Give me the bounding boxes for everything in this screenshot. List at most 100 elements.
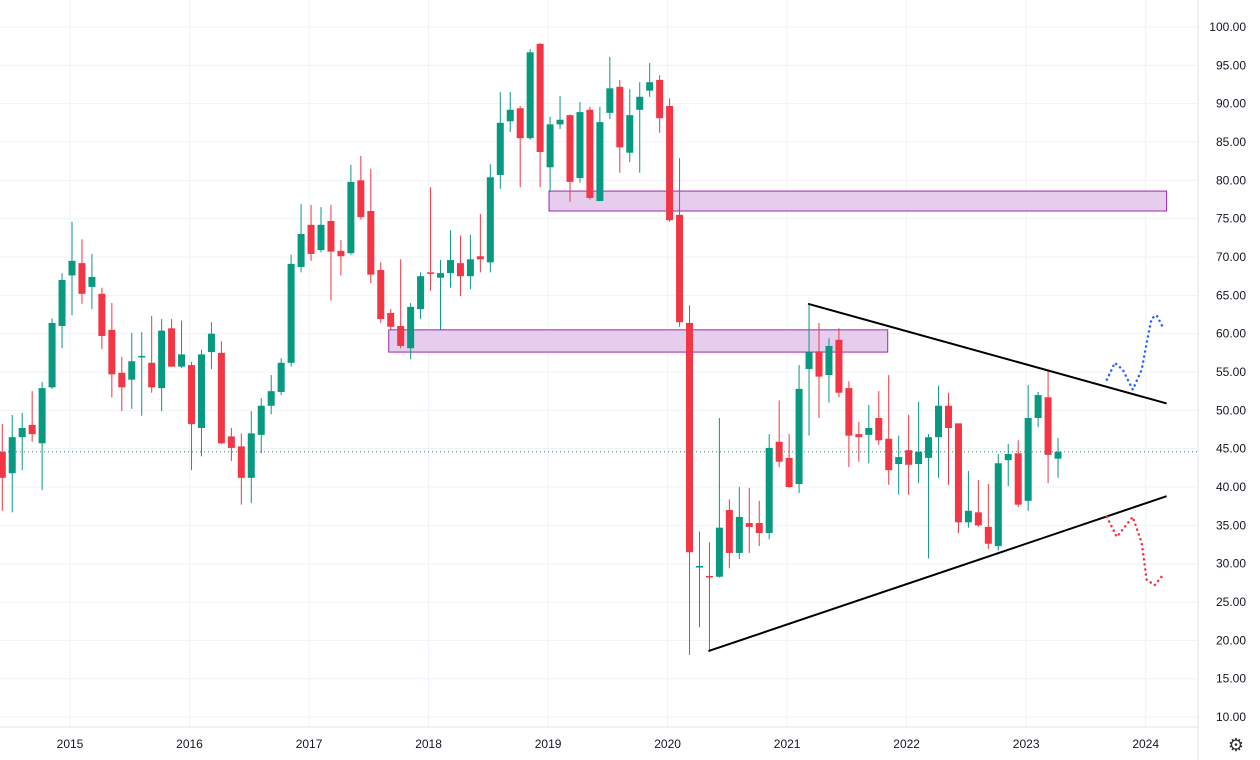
candle-body: [725, 510, 733, 553]
candle: [158, 319, 166, 412]
candle-body: [586, 109, 594, 198]
candle-body: [158, 330, 166, 389]
x-tick-label: 2020: [654, 737, 681, 751]
candle: [257, 398, 265, 454]
candle-body: [227, 436, 235, 448]
candle: [397, 259, 405, 349]
candle-body: [148, 362, 156, 388]
candle-body: [566, 115, 574, 182]
candle: [964, 470, 972, 528]
x-tick-label: 2015: [57, 737, 84, 751]
descending-resistance: [807, 302, 1167, 405]
y-tick-label: 55.00: [1216, 365, 1246, 379]
candle-body: [895, 457, 903, 465]
candle: [138, 332, 146, 416]
y-tick-label: 15.00: [1216, 672, 1246, 686]
candles: [0, 43, 1062, 655]
candle-body: [964, 510, 972, 523]
candle: [128, 332, 136, 409]
candle: [785, 434, 793, 488]
candle-body: [427, 272, 435, 274]
upper-supply-zone: [548, 190, 1168, 212]
candle-body: [994, 463, 1002, 547]
candle: [88, 253, 96, 310]
candle-body: [466, 259, 474, 277]
candle: [725, 499, 733, 569]
candle-body: [1054, 451, 1062, 459]
candle-body: [954, 423, 962, 523]
candle-body: [1024, 418, 1032, 501]
candle-body: [1034, 395, 1042, 419]
candle: [715, 418, 723, 578]
candle-body: [387, 312, 395, 327]
candle-body: [197, 354, 205, 428]
candle: [327, 204, 335, 301]
candle-body: [835, 339, 843, 393]
candle-body: [1014, 453, 1022, 505]
candle-body: [98, 293, 106, 336]
candle-body: [855, 434, 863, 438]
candle-body: [108, 329, 116, 375]
y-tick-label: 10.00: [1216, 710, 1246, 724]
candle: [576, 102, 584, 183]
candle-body: [28, 424, 36, 435]
candle: [845, 381, 853, 468]
candle: [626, 89, 634, 162]
candle-body: [446, 260, 454, 274]
candle-body: [456, 263, 464, 277]
candle: [646, 63, 654, 97]
y-tick-label: 100.00: [1209, 20, 1246, 34]
candle-body: [317, 224, 325, 251]
candle-body: [377, 270, 385, 320]
candle: [1014, 440, 1022, 507]
candle-body: [925, 437, 933, 458]
candle-body: [626, 115, 634, 153]
price-axis[interactable]: 100.00 95.00 90.00 85.00 80.00 75.00 70.00 65.0…: [1209, 20, 1246, 724]
gear-icon[interactable]: ⚙: [1227, 735, 1245, 755]
candle-body: [765, 447, 773, 534]
candle: [0, 424, 6, 511]
candle: [556, 96, 564, 129]
time-axis[interactable]: 2015 2016 2017 2018 2019 2020 2021 2022 2023 2024: [57, 737, 1160, 751]
x-tick-label: 2023: [1013, 737, 1040, 751]
candle: [825, 338, 833, 403]
candle: [18, 412, 26, 471]
y-tick-label: 75.00: [1216, 212, 1246, 226]
candle: [516, 105, 524, 188]
x-tick-label: 2017: [296, 737, 323, 751]
candle: [8, 414, 16, 513]
x-tick-label: 2024: [1132, 737, 1159, 751]
candle: [78, 239, 86, 304]
candle: [935, 385, 943, 478]
middle-zone: [388, 329, 889, 353]
ascending-support: [708, 495, 1167, 653]
candle-body: [944, 405, 952, 428]
candle-body: [337, 250, 345, 257]
candle-body: [596, 122, 604, 202]
y-tick-label: 85.00: [1216, 135, 1246, 149]
candle: [536, 43, 544, 188]
candle: [168, 319, 176, 367]
candle: [98, 287, 106, 350]
candle-body: [755, 523, 763, 534]
candle-body: [18, 427, 26, 438]
candle-body: [257, 405, 265, 435]
candle-body: [516, 108, 524, 139]
candle-body: [745, 523, 753, 527]
candle: [237, 433, 245, 505]
y-tick-label: 50.00: [1216, 403, 1246, 417]
candle: [915, 401, 923, 484]
candle-body: [118, 372, 126, 388]
candle-body: [188, 365, 196, 425]
candle-body: [815, 351, 823, 377]
candle-body: [297, 234, 305, 267]
candle-body: [476, 256, 484, 260]
y-tick-label: 45.00: [1216, 442, 1246, 456]
candle-body: [666, 105, 674, 221]
candle: [456, 235, 464, 297]
candle-body: [247, 433, 255, 478]
candle: [58, 273, 66, 349]
candle: [805, 303, 813, 436]
candle: [676, 158, 684, 327]
